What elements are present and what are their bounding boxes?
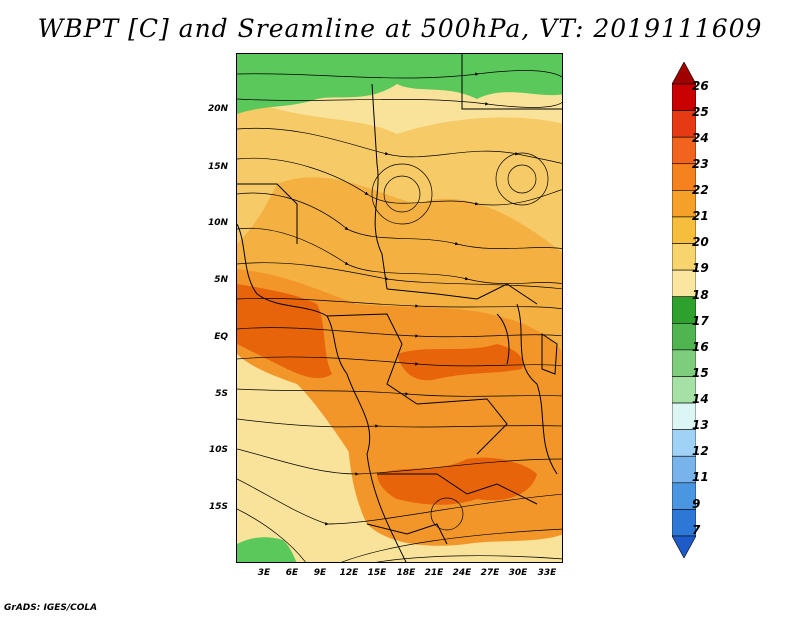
colorbar-label: 25 xyxy=(692,105,709,119)
colorbar-label: 17 xyxy=(692,314,709,328)
colorbar-label: 16 xyxy=(692,340,709,354)
colorbar-label: 21 xyxy=(692,209,709,223)
wbpt-field-17-18-north xyxy=(237,54,562,114)
colorbar-label: 23 xyxy=(692,157,709,171)
lon-label: 24E xyxy=(452,568,472,578)
wbpt-field-22-23-west xyxy=(237,284,332,379)
lon-label: 9E xyxy=(313,568,327,578)
colorbar-label: 7 xyxy=(692,523,701,537)
lat-label: 15S xyxy=(208,502,228,512)
chart-title: WBPT [C] and Sreamline at 500hPa, VT: 20… xyxy=(37,14,763,43)
wbpt-field-22-23-central xyxy=(397,344,524,381)
colorbar-label: 20 xyxy=(692,235,709,249)
colorbar-segment xyxy=(672,535,696,558)
colorbar-segment xyxy=(672,136,696,165)
colorbar-segment xyxy=(672,216,696,244)
wbpt-field-18-19-sw xyxy=(237,443,337,562)
colorbar-label: 24 xyxy=(692,131,709,145)
colorbar-label: 22 xyxy=(692,183,709,197)
lon-label: 6E xyxy=(285,568,299,578)
colorbar-segment xyxy=(672,376,696,404)
lat-label: 5S xyxy=(215,389,228,399)
lon-label: 30E xyxy=(508,568,528,578)
colorbar-segment xyxy=(672,110,696,138)
lon-label: 21E xyxy=(424,568,444,578)
streamlines xyxy=(237,70,562,562)
lat-label: 10S xyxy=(208,445,228,455)
lat-label: EQ xyxy=(214,332,228,342)
credit-text: GrADS: IGES/COLA xyxy=(4,603,98,613)
colorbar-segment xyxy=(672,429,696,457)
colorbar-label: 12 xyxy=(692,444,709,458)
colorbar-segment xyxy=(672,509,696,537)
lon-label: 12E xyxy=(339,568,359,578)
colorbar-label: 9 xyxy=(692,497,701,511)
lon-label: 27E xyxy=(480,568,500,578)
lon-label: 15E xyxy=(367,568,387,578)
colorbar-segment xyxy=(672,269,696,298)
colorbar-label: 15 xyxy=(692,366,709,380)
map-canvas xyxy=(237,54,562,562)
lat-label: 10N xyxy=(207,218,228,228)
colorbar-segment xyxy=(672,455,696,484)
colorbar-label: 13 xyxy=(692,418,709,432)
colorbar-label: 11 xyxy=(692,470,709,484)
colorbar-label: 14 xyxy=(692,392,709,406)
lat-label: 15N xyxy=(207,162,228,172)
map-panel xyxy=(236,53,563,563)
lat-label: 20N xyxy=(207,104,228,114)
colorbar xyxy=(672,62,696,558)
colorbar-segment xyxy=(672,296,696,324)
colorbar-label: 26 xyxy=(692,79,709,93)
lat-label: 5N xyxy=(214,275,228,285)
colorbar-segment xyxy=(672,349,696,377)
lon-label: 33E xyxy=(537,568,557,578)
lon-label: 3E xyxy=(257,568,271,578)
country-borders xyxy=(237,54,562,562)
colorbar-segment xyxy=(672,482,696,510)
lon-label: 18E xyxy=(396,568,416,578)
colorbar-label: 19 xyxy=(692,261,709,275)
colorbar-label: 18 xyxy=(692,288,709,302)
colorbar-segment xyxy=(672,243,696,271)
